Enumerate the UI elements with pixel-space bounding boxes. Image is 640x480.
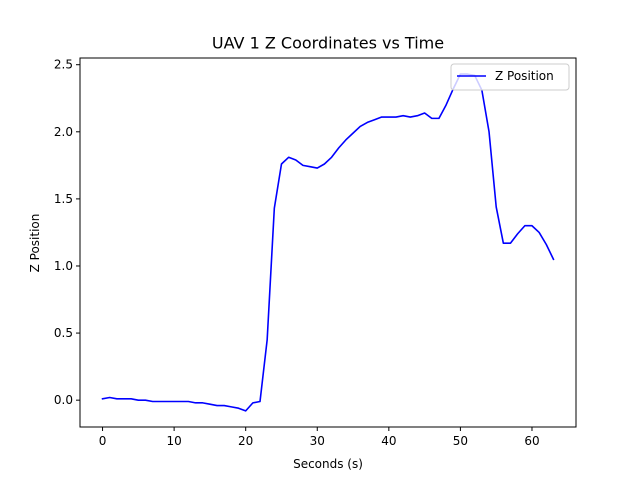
axes: 0 10 20 30 40 50 60 0.0 0.5 1.0 1.5 2.0 2.5 bbox=[54, 57, 577, 448]
legend-box bbox=[450, 63, 570, 91]
y-tick-label: 0.0 bbox=[54, 393, 73, 407]
legend-label: Z Position bbox=[495, 69, 554, 83]
legend: Z Position bbox=[450, 63, 570, 91]
axes-frame bbox=[79, 57, 577, 428]
y-tick-label: 2.5 bbox=[54, 58, 73, 72]
y-tick-label: 1.0 bbox=[54, 259, 73, 273]
chart-title: UAV 1 Z Coordinates vs Time bbox=[212, 34, 444, 53]
x-tick-label: 40 bbox=[381, 434, 396, 448]
y-tick-label: 1.5 bbox=[54, 192, 73, 206]
y-axis-label: Z Position bbox=[28, 214, 42, 273]
x-tick-label: 30 bbox=[310, 434, 325, 448]
x-tick-label: 0 bbox=[99, 434, 107, 448]
x-tick-label: 50 bbox=[453, 434, 468, 448]
x-tick-label: 10 bbox=[166, 434, 181, 448]
y-tick-label: 2.0 bbox=[54, 125, 73, 139]
y-tick-label: 0.5 bbox=[54, 326, 73, 340]
x-tick-label: 20 bbox=[238, 434, 253, 448]
x-axis-label: Seconds (s) bbox=[293, 457, 363, 471]
x-tick-label: 60 bbox=[524, 434, 539, 448]
